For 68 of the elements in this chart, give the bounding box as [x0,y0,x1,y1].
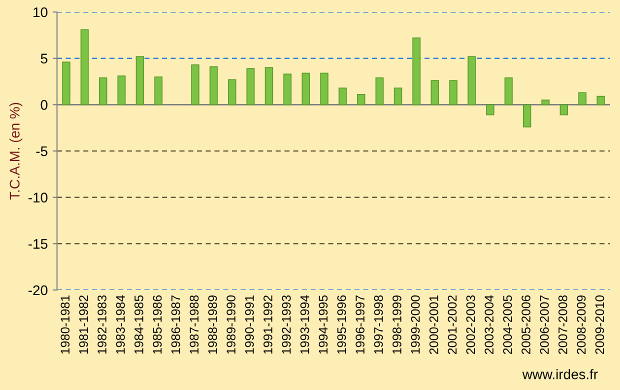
x-tick-label: 1993-1994 [300,295,310,354]
bar [191,64,200,106]
x-tick-label: 1988-1989 [208,295,218,354]
x-tick-label: 1992-1993 [282,295,291,354]
bar [320,72,328,106]
x-tick-label: 1989-1990 [226,295,236,354]
x-tick-label: 1987-1988 [190,295,199,354]
x-tick-label: 2001-2002 [448,295,457,354]
bar [136,56,144,106]
bar [560,104,568,116]
bar [468,56,476,106]
x-tick-label: 1982-1983 [98,295,106,354]
bar [578,92,586,106]
bar [246,68,255,106]
y-tick-label: 10 [34,7,48,18]
x-tick-label: 2006-2007 [540,295,549,354]
x-tick-label: 1990-1991 [245,295,254,354]
x-tick-label: 1991-1992 [263,295,272,354]
y-tick-label: 5 [40,54,48,64]
x-tick-label: 1999-2000 [410,295,420,354]
x-tick-label: 2008-2009 [576,295,586,354]
x-tick-label: 2005-2006 [522,295,530,354]
x-tick-label: 1984-1985 [134,295,144,354]
y-axis-title: T.C.A.M. (en %) [9,102,22,200]
bar [357,94,366,106]
x-tick-label: 1994-1995 [318,295,328,354]
bar [338,88,347,106]
x-tick-label: 1997-1998 [374,295,383,354]
x-tick-label: 1996-1997 [356,295,365,354]
y-tick-label: -10 [28,192,48,203]
x-tick-label: 1981-1982 [79,295,88,354]
bar [394,88,402,106]
bar [117,76,126,106]
bar [154,76,162,106]
x-tick-label: 2002-2003 [466,295,476,354]
bar [302,72,310,106]
bar [486,104,494,116]
bar [98,77,108,106]
y-tick-label: -5 [36,146,48,156]
bar [522,104,532,128]
bar [375,77,384,106]
x-tick-label: 1998-1999 [392,295,402,354]
bar [228,79,236,106]
x-tick-label: 2003-2004 [484,295,494,354]
bar [264,67,274,106]
y-tick-label: -20 [28,285,48,296]
x-tick-label: 2007-2008 [558,295,568,354]
x-tick-label: 1986-1987 [171,295,180,354]
x-tick-label: 1985-1986 [152,295,162,354]
x-tick-label: 2004-2005 [503,295,512,354]
x-tick-label: 1983-1984 [116,295,125,354]
bar [62,62,70,106]
bar [210,66,218,106]
bar [596,96,605,106]
x-tick-label: 2000-2001 [429,295,438,354]
bar [449,80,458,106]
y-tick-label: -15 [28,239,48,249]
x-tick-label: 1980-1981 [60,295,70,354]
text: www.irdes.fr [522,369,598,380]
bar [80,29,89,106]
bar [430,80,439,106]
x-tick-label: 1995-1996 [337,295,346,354]
bar [541,100,550,106]
x-tick-label: 2009-2010 [595,295,604,354]
bar [283,74,292,106]
y-tick-label: 0 [40,100,48,110]
bar [412,38,421,106]
bar [504,77,513,106]
